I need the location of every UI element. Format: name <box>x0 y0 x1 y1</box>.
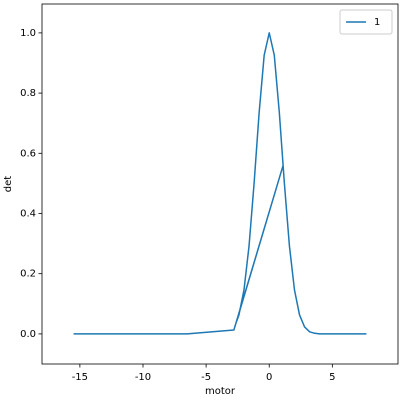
y-tick-label: 0.0 <box>20 329 36 340</box>
y-tick-label: 0.2 <box>20 269 36 280</box>
x-tick-label: -5 <box>201 372 211 383</box>
y-tick-label: 0.6 <box>20 148 36 159</box>
plot-frame <box>41 3 399 365</box>
x-axis-label: motor <box>205 386 236 397</box>
line <box>73 32 367 335</box>
legend-label: 1 <box>374 17 380 28</box>
y-axis-label: det <box>3 176 14 193</box>
y-tick-label: 1.0 <box>20 28 36 39</box>
x-tick-label: 0 <box>266 372 272 383</box>
x-tick-label: 5 <box>329 372 335 383</box>
x-tick-label: -15 <box>72 372 88 383</box>
x-tick-label: -10 <box>135 372 151 383</box>
y-tick-label: 0.4 <box>20 208 36 219</box>
y-tick-label: 0.8 <box>20 88 36 99</box>
